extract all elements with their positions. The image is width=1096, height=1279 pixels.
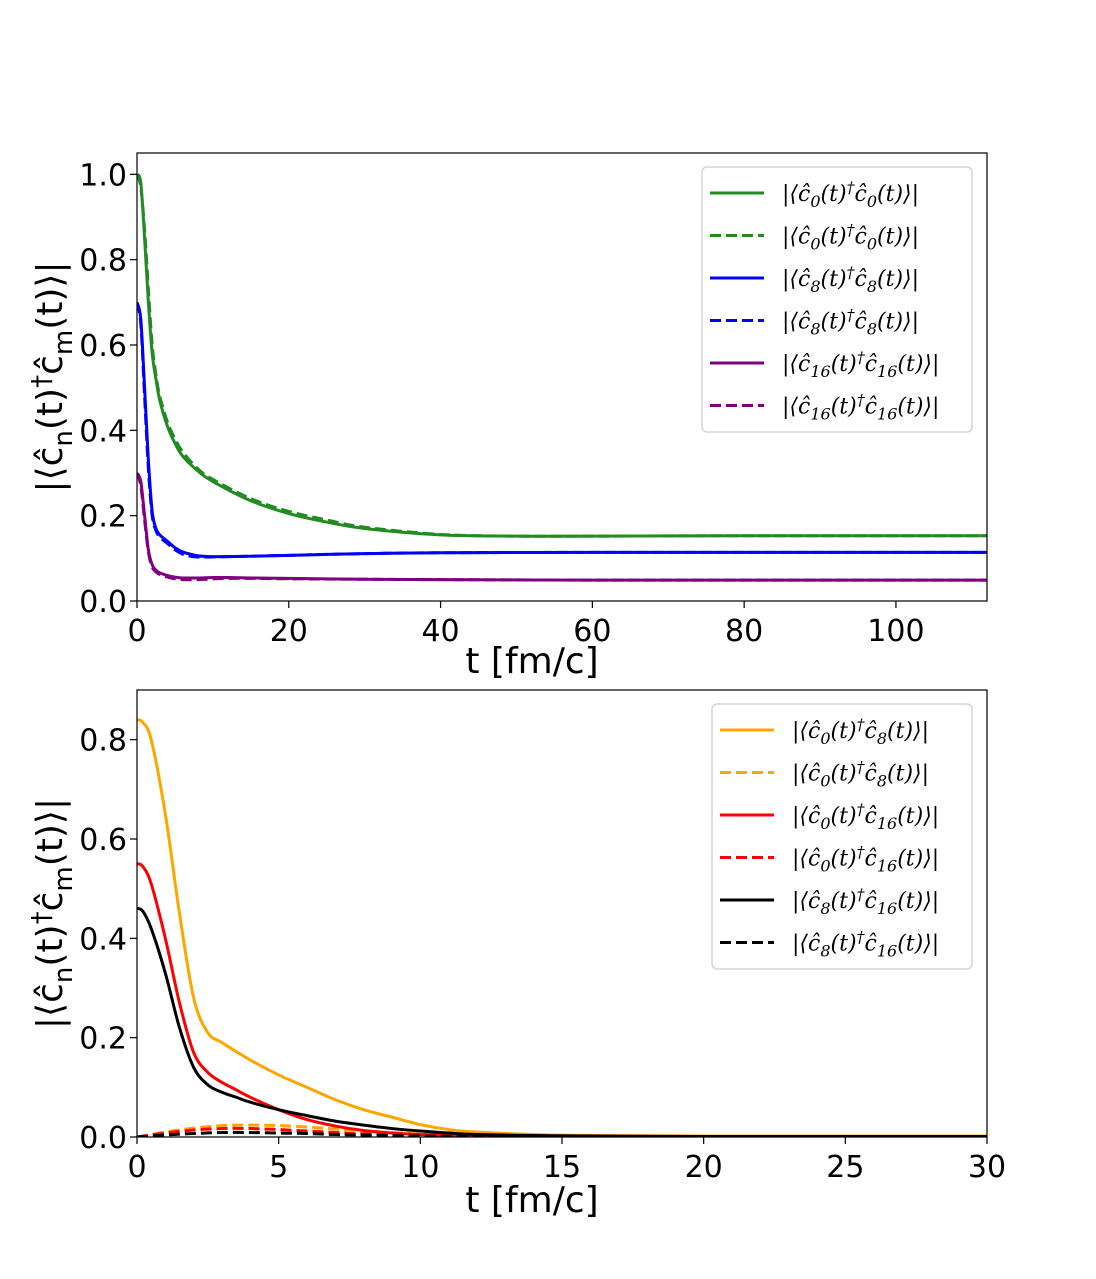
- y-tick-label: 0.8: [79, 724, 127, 759]
- bottom-chart: 0 5 10 15 20 25 30 0.0 0.2 0.4 0.6 0.8 t [fm/c] |⟨ĉn(…: [27, 689, 1006, 1221]
- x-tick-label: 80: [725, 614, 763, 649]
- y-tick-label: 0.0: [79, 1121, 127, 1156]
- x-tick-label: 20: [685, 1150, 723, 1185]
- legend-label-3: |⟨ĉ0(t)†ĉ16(t)⟩|: [792, 843, 939, 876]
- x-tick-label: 100: [867, 614, 924, 649]
- legend-label-0: |⟨ĉ0(t)†ĉ0(t)⟩|: [782, 178, 919, 211]
- axes-frame: [136, 152, 988, 602]
- legend-label-1: |⟨ĉ0(t)†ĉ8(t)⟩|: [792, 758, 929, 791]
- x-tick-label: 10: [401, 1150, 439, 1185]
- top-chart: 0 20 40 60 80 100 0.0 0.2 0.4 0.6 0.8 1.0 t [fm/c] |⟨…: [27, 152, 988, 682]
- series-line-4: [137, 472, 987, 582]
- legend-label-5: |⟨ĉ16(t)†ĉ16(t)⟩|: [782, 391, 939, 424]
- x-tick-label: 5: [269, 1150, 288, 1185]
- y-axis-label: |⟨ĉn(t)†ĉm(t)⟩|: [27, 261, 79, 492]
- x-tick-label: 0: [127, 614, 146, 649]
- x-tick-label: 40: [421, 614, 459, 649]
- legend-label-4: |⟨ĉ8(t)†ĉ16(t)⟩|: [792, 885, 939, 918]
- series-line-1: [137, 173, 987, 538]
- x-tick-label: 25: [826, 1150, 864, 1185]
- x-tick-label: 30: [968, 1150, 1006, 1185]
- legend-box: [701, 166, 973, 433]
- y-tick-label: 0.8: [79, 244, 127, 279]
- y-tick-label: 0.4: [79, 922, 127, 957]
- legend-label-5: |⟨ĉ8(t)†ĉ16(t)⟩|: [792, 928, 939, 961]
- series-group: [137, 173, 987, 582]
- series-line-3: [137, 302, 987, 559]
- legend-label-3: |⟨ĉ8(t)†ĉ8(t)⟩|: [782, 306, 919, 339]
- x-axis-label: t [fm/c]: [465, 1180, 598, 1221]
- y-tick-label: 0.6: [79, 329, 127, 364]
- legend: |⟨ĉ0(t)†ĉ8(t)⟩| |⟨ĉ0(t)†ĉ8(t)⟩| |⟨ĉ0(t)†ĉ1…: [711, 703, 973, 970]
- legend-label-1: |⟨ĉ0(t)†ĉ0(t)⟩|: [782, 221, 919, 254]
- y-axis-label: |⟨ĉn(t)†ĉm(t)⟩|: [27, 798, 79, 1029]
- y-tick-label: 1.0: [79, 158, 127, 193]
- x-axis-label: t [fm/c]: [465, 641, 598, 682]
- series-line-3: [137, 1126, 987, 1137]
- y-tick-label: 0.2: [79, 1022, 127, 1057]
- x-tick-label: 20: [270, 614, 308, 649]
- x-tick-label: 15: [543, 1150, 581, 1185]
- y-tick-label: 0.2: [79, 500, 127, 535]
- y-tick-label: 0.4: [79, 414, 127, 449]
- legend-label-0: |⟨ĉ0(t)†ĉ8(t)⟩|: [792, 715, 929, 748]
- legend: |⟨ĉ0(t)†ĉ0(t)⟩| |⟨ĉ0(t)†ĉ0(t)⟩| |⟨ĉ8(t)†ĉ8…: [701, 166, 973, 433]
- y-tick-label: 0.0: [79, 585, 127, 620]
- legend-label-2: |⟨ĉ0(t)†ĉ16(t)⟩|: [792, 800, 939, 833]
- x-tick-label: 0: [127, 1150, 146, 1185]
- x-tick-label: 60: [573, 614, 611, 649]
- legend-box: [711, 703, 973, 970]
- legend-label-2: |⟨ĉ8(t)†ĉ8(t)⟩|: [782, 263, 919, 296]
- y-tick-label: 0.6: [79, 823, 127, 858]
- series-line-5: [137, 1130, 987, 1137]
- series-line-5: [137, 472, 987, 582]
- legend-label-4: |⟨ĉ16(t)†ĉ16(t)⟩|: [782, 348, 939, 381]
